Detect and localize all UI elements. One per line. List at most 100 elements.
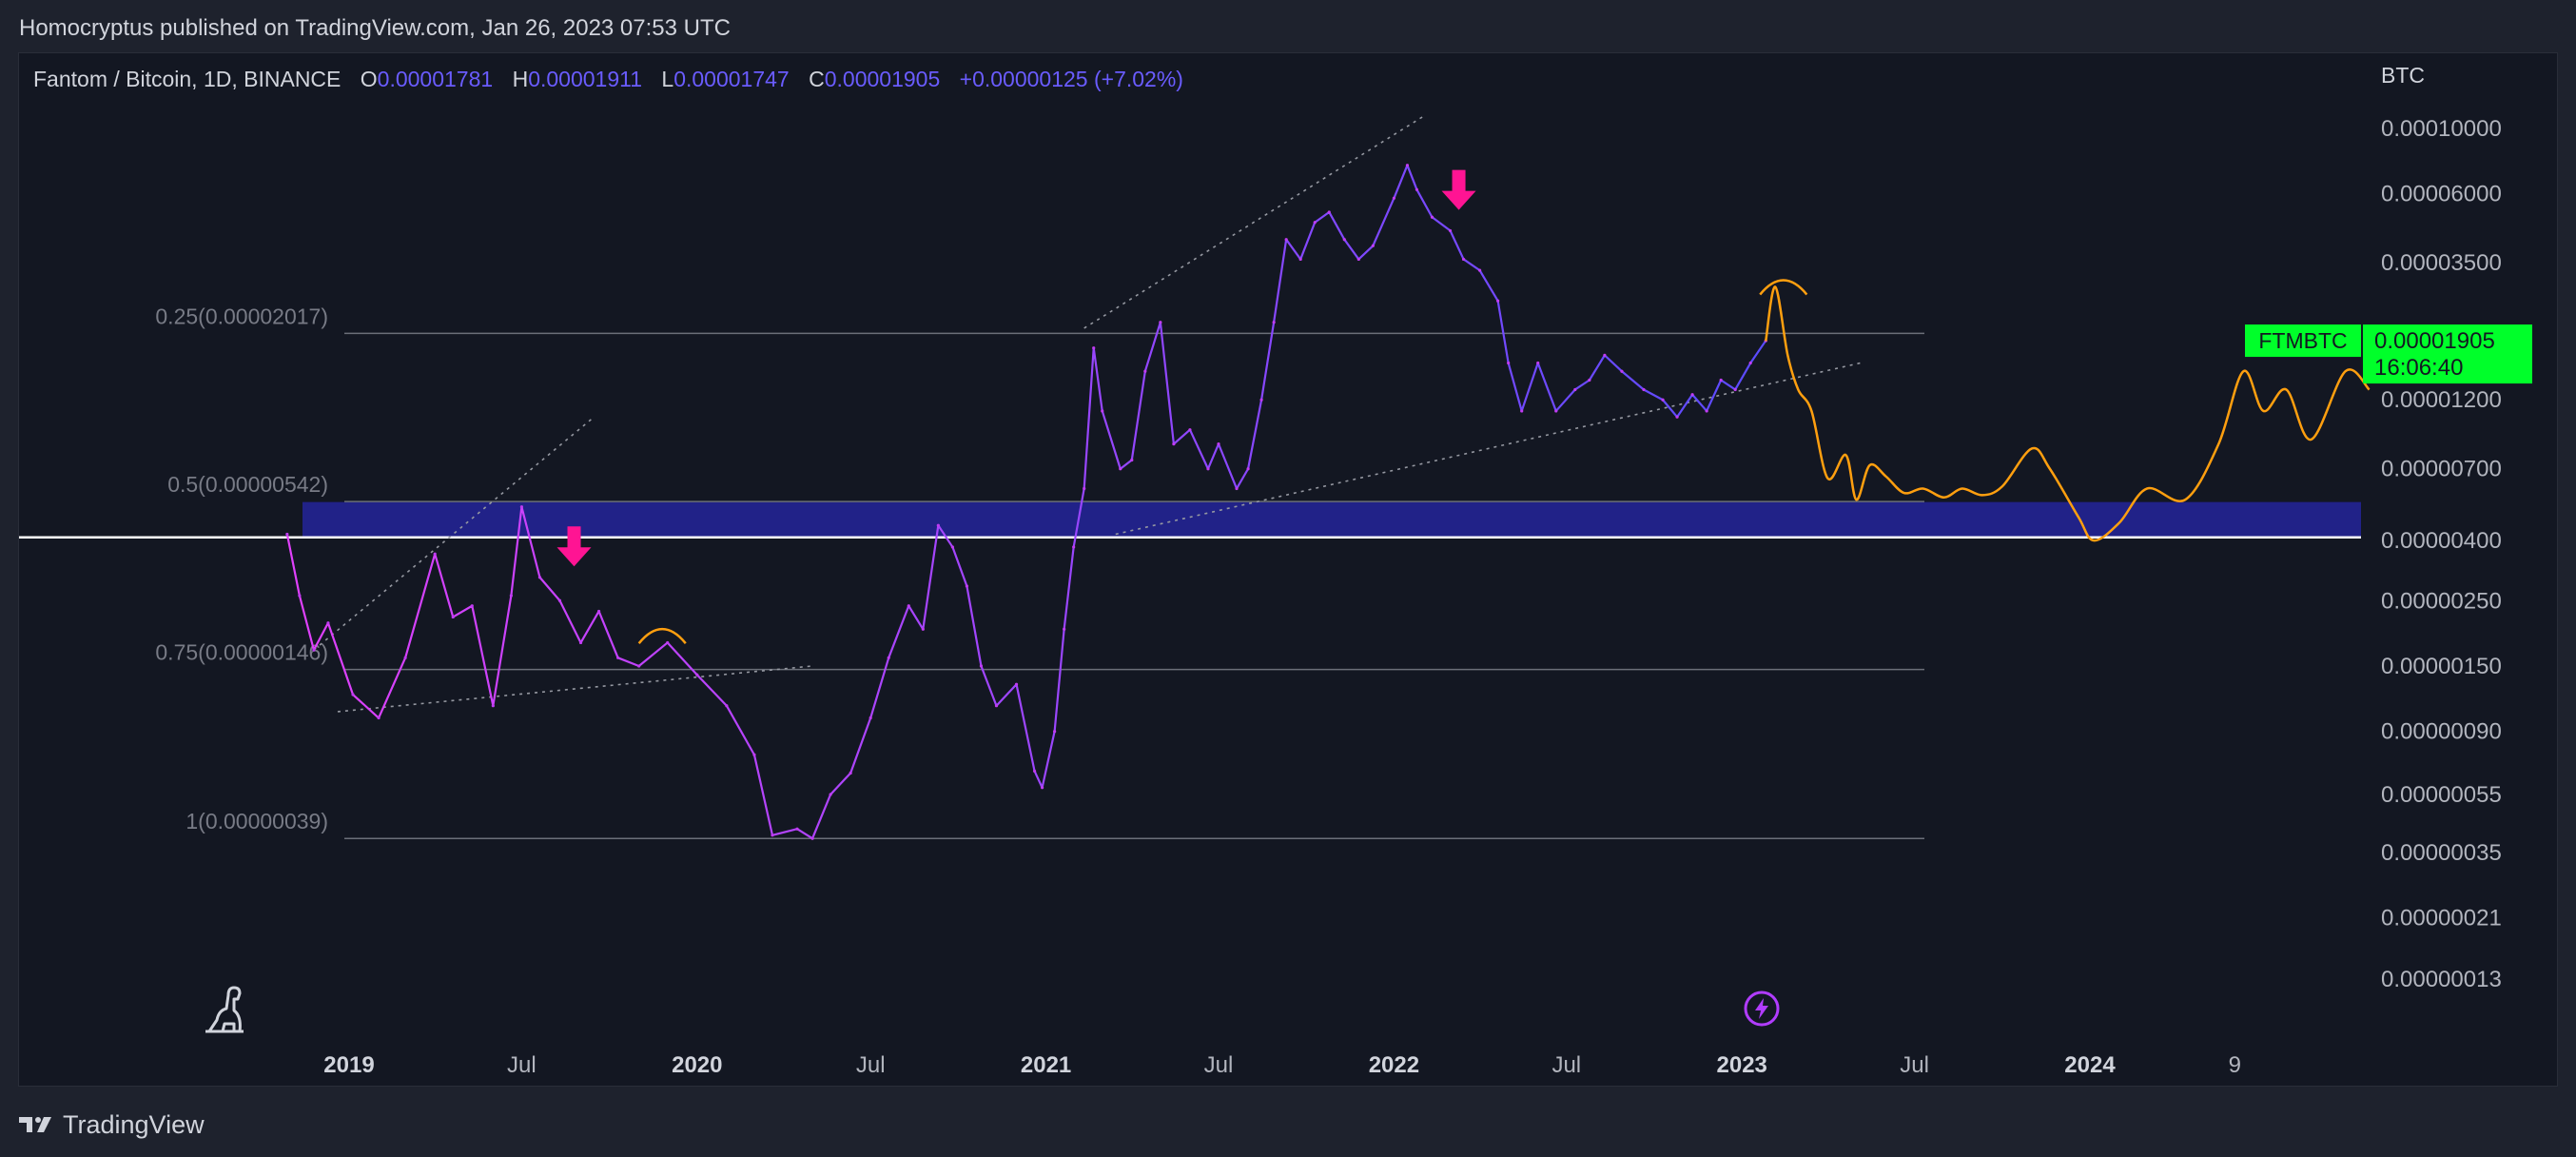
- price-point: [451, 615, 455, 619]
- close-label: C: [809, 67, 825, 91]
- price-point: [1690, 393, 1694, 397]
- x-tick-label: Jul: [507, 1052, 537, 1078]
- price-point: [907, 604, 910, 608]
- tradingview-brand: TradingView: [63, 1109, 205, 1139]
- price-point: [1298, 257, 1302, 262]
- price-point: [351, 693, 355, 696]
- y-tick-label: 0.00000700: [2381, 457, 2502, 482]
- trendline: [1083, 115, 1424, 329]
- price-point: [1327, 210, 1331, 214]
- fib-level-label: 0.5(0.00000542): [167, 472, 328, 497]
- resistance-arc: [637, 628, 687, 644]
- last-price-value: 0.00001905: [2374, 328, 2495, 354]
- x-tick-label: 2021: [1021, 1052, 1071, 1078]
- price-point: [1588, 378, 1591, 382]
- footer[interactable]: TradingView: [17, 1108, 205, 1142]
- price-point: [1284, 238, 1288, 242]
- price-point: [849, 771, 852, 775]
- x-tick-label: Jul: [856, 1052, 886, 1078]
- x-tick-label: Jul: [1900, 1052, 1929, 1078]
- x-tick-label: 2019: [323, 1052, 374, 1078]
- price-point: [752, 753, 756, 756]
- change-value: +0.00000125 (+7.02%): [959, 67, 1183, 91]
- price-point: [695, 673, 699, 677]
- price-point: [537, 576, 542, 579]
- low-label: L: [661, 67, 674, 91]
- x-tick-label: 2024: [2064, 1052, 2116, 1078]
- down-arrow-icon: [556, 526, 592, 567]
- price-point: [1415, 187, 1419, 191]
- price-point: [1392, 196, 1396, 200]
- price-point: [1642, 387, 1646, 392]
- resistance-arc: [1759, 279, 1808, 296]
- y-tick-label: 0.00000400: [2381, 528, 2502, 554]
- y-tick-label: 0.00003500: [2381, 250, 2502, 276]
- lightning-replay-icon[interactable]: [1744, 990, 1780, 1027]
- price-point: [1620, 369, 1624, 373]
- x-tick-label: 2020: [672, 1052, 722, 1078]
- dino-mascot-icon[interactable]: [200, 982, 253, 1039]
- low-value: 0.00001747: [673, 67, 790, 91]
- price-point: [1705, 409, 1708, 413]
- fib-level-label: 0.25(0.00002017): [155, 304, 328, 328]
- price-point: [1719, 378, 1723, 382]
- price-point: [1092, 346, 1096, 350]
- price-point: [1040, 786, 1044, 790]
- price-point: [1461, 257, 1466, 262]
- y-axis-unit: BTC: [2381, 63, 2425, 88]
- price-point: [965, 584, 969, 588]
- price-point: [557, 598, 562, 602]
- price-point: [1188, 428, 1192, 432]
- price-point: [1554, 409, 1558, 413]
- price-point: [1507, 361, 1511, 365]
- price-point: [1448, 228, 1453, 233]
- price-point: [1520, 409, 1524, 413]
- chart-frame[interactable]: [18, 52, 2558, 1087]
- price-point: [950, 545, 954, 549]
- price-point: [1143, 369, 1147, 373]
- price-point: [1536, 361, 1540, 365]
- bar-countdown: 16:06:40: [2374, 355, 2463, 381]
- price-point: [377, 716, 381, 720]
- price-point: [1675, 415, 1679, 419]
- price-point: [1405, 164, 1410, 167]
- y-tick-label: 0.00000013: [2381, 967, 2502, 992]
- price-point: [433, 552, 437, 556]
- price-point: [994, 704, 999, 708]
- price-point: [1272, 321, 1276, 324]
- price-point: [578, 640, 583, 645]
- ohlc-legend: Fantom / Bitcoin, 1D, BINANCE O0.0000178…: [33, 67, 1183, 92]
- symbol-tag-text: FTMBTC: [2258, 328, 2347, 353]
- price-point: [491, 704, 495, 708]
- publisher-info: Homocryptus published on TradingView.com…: [19, 15, 731, 41]
- price-point: [936, 523, 940, 527]
- price-point: [868, 716, 872, 720]
- price-point: [1083, 486, 1086, 491]
- top-bar: Homocryptus published on TradingView.com…: [0, 0, 2576, 53]
- price-point: [285, 532, 289, 537]
- price-point: [810, 836, 814, 840]
- y-tick-label: 0.00001200: [2381, 387, 2502, 413]
- price-point: [771, 833, 774, 837]
- price-point: [1748, 361, 1752, 365]
- price-point: [1119, 467, 1122, 471]
- high-value: 0.00001911: [528, 67, 643, 91]
- price-point: [326, 621, 330, 625]
- price-point: [298, 594, 302, 598]
- symbol-title: Fantom / Bitcoin, 1D, BINANCE: [33, 67, 342, 91]
- y-tick-label: 0.00000021: [2381, 905, 2502, 931]
- price-point: [616, 656, 620, 659]
- x-tick-label: Jul: [1204, 1052, 1234, 1078]
- price-point: [1259, 398, 1263, 402]
- x-tick-label: 2022: [1369, 1052, 1419, 1078]
- price-point: [725, 704, 729, 708]
- price-point: [887, 656, 890, 659]
- symbol-tag: [2245, 324, 2361, 358]
- high-label: H: [512, 67, 529, 91]
- price-point: [1496, 299, 1500, 303]
- price-point: [1733, 387, 1737, 392]
- price-point: [1342, 238, 1346, 242]
- price-point: [1661, 398, 1665, 402]
- price-point: [979, 664, 984, 668]
